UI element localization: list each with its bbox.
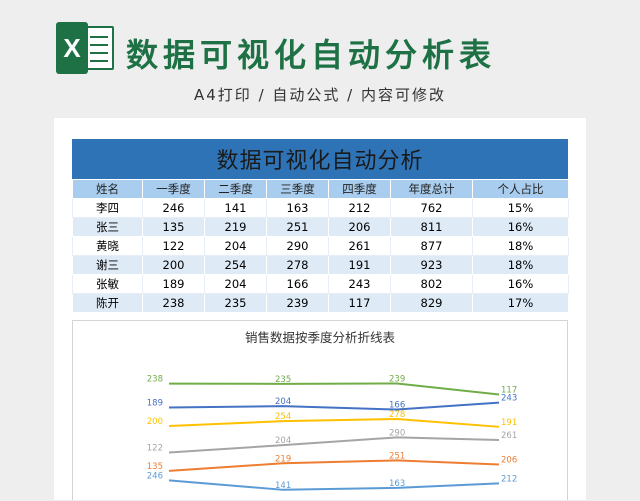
data-label: 204 bbox=[275, 397, 291, 407]
data-label: 212 bbox=[501, 474, 517, 484]
table-cell[interactable]: 166 bbox=[266, 274, 329, 294]
table-cell[interactable]: 黄晓 bbox=[72, 236, 143, 256]
data-label: 239 bbox=[389, 374, 405, 384]
table-cell[interactable]: 135 bbox=[142, 217, 205, 237]
table-cell[interactable]: 219 bbox=[204, 217, 267, 237]
series-line bbox=[168, 479, 500, 491]
chart-plot-area: 238 235 239 117 189 204 166 243 200 254 278 191 122 2… bbox=[147, 374, 517, 491]
table-cell[interactable]: 762 bbox=[390, 198, 473, 218]
data-label: 166 bbox=[389, 401, 405, 411]
series-line bbox=[168, 417, 500, 428]
table-cell[interactable]: 陈开 bbox=[72, 293, 143, 313]
table-title: 数据可视化自动分析 bbox=[72, 139, 568, 179]
col-header: 姓名 bbox=[72, 179, 143, 199]
col-header: 一季度 bbox=[142, 179, 205, 199]
col-header: 个人占比 bbox=[472, 179, 569, 199]
table-cell[interactable]: 204 bbox=[204, 236, 267, 256]
data-label: 204 bbox=[275, 436, 291, 446]
data-label: 261 bbox=[501, 431, 517, 441]
table-cell[interactable]: 829 bbox=[390, 293, 473, 313]
table-cell[interactable]: 802 bbox=[390, 274, 473, 294]
table-cell[interactable]: 122 bbox=[142, 236, 205, 256]
table-row: 谢三 200 254 278 191 923 18% bbox=[72, 255, 569, 275]
table-cell[interactable]: 235 bbox=[204, 293, 267, 313]
data-label: 219 bbox=[275, 454, 291, 464]
table-cell[interactable]: 117 bbox=[328, 293, 391, 313]
table-cell[interactable]: 141 bbox=[204, 198, 267, 218]
data-label: 191 bbox=[501, 418, 517, 428]
series-line bbox=[168, 436, 500, 454]
table-row: 张敏 189 204 166 243 802 16% bbox=[72, 274, 569, 294]
data-label: 135 bbox=[147, 462, 163, 472]
series-line bbox=[168, 459, 500, 472]
table-cell[interactable]: 261 bbox=[328, 236, 391, 256]
table-cell[interactable]: 张三 bbox=[72, 217, 143, 237]
data-label: 206 bbox=[501, 455, 517, 465]
table-cell[interactable]: 811 bbox=[390, 217, 473, 237]
data-label: 141 bbox=[275, 481, 291, 491]
col-header: 年度总计 bbox=[390, 179, 473, 199]
spreadsheet-preview: 数据可视化自动分析 姓名 一季度 二季度 三季度 四季度 年度总计 个人占比 李… bbox=[54, 118, 586, 500]
table-cell[interactable]: 212 bbox=[328, 198, 391, 218]
data-label: 117 bbox=[501, 385, 517, 395]
table-cell[interactable]: 16% bbox=[472, 217, 569, 237]
table-cell[interactable]: 191 bbox=[328, 255, 391, 275]
sales-table: 姓名 一季度 二季度 三季度 四季度 年度总计 个人占比 李四 246 141 … bbox=[72, 179, 569, 313]
excel-letter: X bbox=[56, 22, 88, 74]
table-cell[interactable]: 张敏 bbox=[72, 274, 143, 294]
table-cell[interactable]: 17% bbox=[472, 293, 569, 313]
table-cell[interactable]: 243 bbox=[328, 274, 391, 294]
table-cell[interactable]: 16% bbox=[472, 274, 569, 294]
table-cell[interactable]: 189 bbox=[142, 274, 205, 294]
series-line bbox=[168, 382, 500, 396]
table-cell[interactable]: 李四 bbox=[72, 198, 143, 218]
table-cell[interactable]: 246 bbox=[142, 198, 205, 218]
data-label: 200 bbox=[147, 417, 163, 427]
banner: X 数据可视化自动分析表 A4打印 / 自动公式 / 内容可修改 bbox=[0, 0, 640, 110]
table-cell[interactable]: 278 bbox=[266, 255, 329, 275]
table-row: 黄晓 122 204 290 261 877 18% bbox=[72, 236, 569, 256]
table-cell[interactable]: 251 bbox=[266, 217, 329, 237]
chart-title: 销售数据按季度分析折线表 bbox=[244, 330, 395, 345]
table-cell[interactable]: 15% bbox=[472, 198, 569, 218]
data-label: 251 bbox=[389, 451, 405, 461]
page-title: 数据可视化自动分析表 bbox=[126, 36, 497, 74]
table-cell[interactable]: 239 bbox=[266, 293, 329, 313]
data-label: 122 bbox=[147, 444, 163, 454]
data-label: 189 bbox=[147, 398, 163, 408]
data-label: 246 bbox=[147, 471, 163, 481]
table-cell[interactable]: 204 bbox=[204, 274, 267, 294]
table-cell[interactable]: 200 bbox=[142, 255, 205, 275]
table-cell[interactable]: 谢三 bbox=[72, 255, 143, 275]
series-line bbox=[168, 401, 500, 411]
data-label: 163 bbox=[389, 479, 405, 489]
data-label: 235 bbox=[275, 375, 291, 385]
col-header: 三季度 bbox=[266, 179, 329, 199]
table-row: 李四 246 141 163 212 762 15% bbox=[72, 198, 569, 218]
excel-icon: X bbox=[56, 22, 114, 74]
col-header: 二季度 bbox=[204, 179, 267, 199]
table-cell[interactable]: 206 bbox=[328, 217, 391, 237]
table-cell[interactable]: 163 bbox=[266, 198, 329, 218]
table-row: 张三 135 219 251 206 811 16% bbox=[72, 217, 569, 237]
data-label: 290 bbox=[389, 428, 405, 438]
col-header: 四季度 bbox=[328, 179, 391, 199]
data-label: 254 bbox=[275, 412, 291, 422]
page-subtitle: A4打印 / 自动公式 / 内容可修改 bbox=[194, 86, 446, 104]
table-cell[interactable]: 923 bbox=[390, 255, 473, 275]
table-row: 陈开 238 235 239 117 829 17% bbox=[72, 293, 569, 313]
table-cell[interactable]: 18% bbox=[472, 255, 569, 275]
table-header-row: 姓名 一季度 二季度 三季度 四季度 年度总计 个人占比 bbox=[72, 179, 569, 199]
data-label: 278 bbox=[389, 410, 405, 420]
table-cell[interactable]: 18% bbox=[472, 236, 569, 256]
table-cell[interactable]: 254 bbox=[204, 255, 267, 275]
table-cell[interactable]: 290 bbox=[266, 236, 329, 256]
line-chart: 销售数据按季度分析折线表 238 235 239 117 189 204 166 243 200… bbox=[72, 320, 568, 500]
data-label: 243 bbox=[501, 394, 517, 404]
table-cell[interactable]: 877 bbox=[390, 236, 473, 256]
data-label: 238 bbox=[147, 375, 163, 385]
table-cell[interactable]: 238 bbox=[142, 293, 205, 313]
